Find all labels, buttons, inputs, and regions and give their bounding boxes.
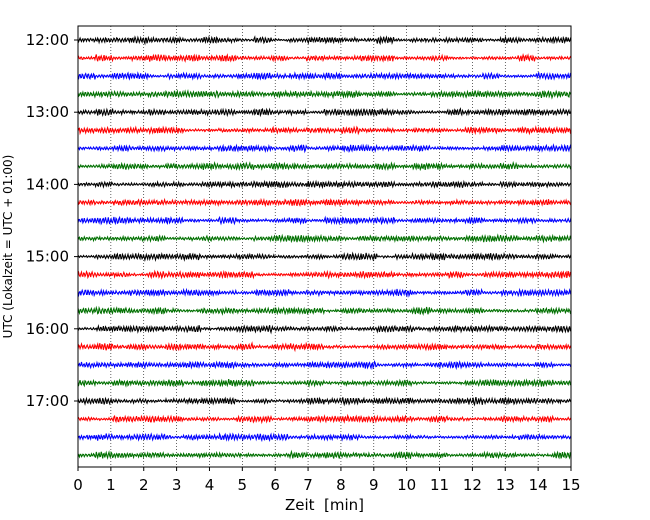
trace-line: [77, 71, 572, 81]
y-tick-label: 16:00: [26, 320, 69, 338]
x-tick-label: 1: [106, 476, 116, 494]
x-tick-label: 7: [303, 476, 313, 494]
plot-frame: [77, 25, 572, 468]
trace-line: [77, 431, 572, 443]
x-tick-label: 13: [496, 476, 515, 494]
trace-line: [77, 215, 572, 226]
trace-line: [77, 89, 572, 100]
trace-line: [77, 269, 572, 280]
x-tick-label: 14: [529, 476, 548, 494]
trace-line: [77, 52, 572, 63]
x-tick-label: 0: [73, 476, 83, 494]
x-tick-label: 4: [205, 476, 215, 494]
trace-line: [77, 251, 572, 263]
y-axis-ticks: 12:00 13:00 14:00 15:00 16:00 17:00: [26, 31, 78, 410]
trace-line: [77, 125, 572, 136]
trace-line: [77, 35, 572, 46]
trace-line: [77, 341, 572, 353]
y-tick-label: 13:00: [26, 103, 69, 121]
trace-line: [77, 233, 572, 244]
trace-line: [77, 449, 572, 461]
trace-line: [77, 143, 572, 154]
x-tick-label: 11: [430, 476, 449, 494]
trace-line: [77, 160, 572, 172]
trace-line: [77, 305, 572, 316]
trace-line: [77, 378, 572, 388]
x-tick-label: 5: [238, 476, 248, 494]
trace-line: [77, 287, 572, 298]
trace-line: [77, 179, 572, 190]
x-tick-label: 10: [397, 476, 416, 494]
x-tick-label: 2: [139, 476, 149, 494]
trace-line: [77, 396, 572, 407]
x-tick-label: 6: [270, 476, 280, 494]
trace-line: [77, 323, 572, 335]
y-tick-label: 12:00: [26, 31, 69, 49]
y-tick-label: 14:00: [26, 175, 69, 193]
trace-line: [77, 107, 572, 118]
x-tick-label: 3: [172, 476, 182, 494]
x-tick-label: 9: [369, 476, 379, 494]
y-tick-label: 17:00: [26, 392, 69, 410]
x-axis-label: Zeit [min]: [285, 496, 364, 514]
trace-line: [77, 413, 572, 425]
trace-line: [77, 359, 572, 371]
x-tick-label: 15: [561, 476, 580, 494]
x-axis-ticks: 0 1 2 3 4 5 6 7 8 9 10 11 12 13 14 15: [73, 467, 581, 494]
y-tick-label: 15:00: [26, 248, 69, 266]
x-tick-label: 12: [463, 476, 482, 494]
y-axis-label: UTC (Lokalzeit = UTC + 01:00): [1, 155, 15, 339]
trace-group: [77, 35, 572, 461]
trace-line: [77, 197, 572, 208]
x-tick-label: 8: [336, 476, 346, 494]
